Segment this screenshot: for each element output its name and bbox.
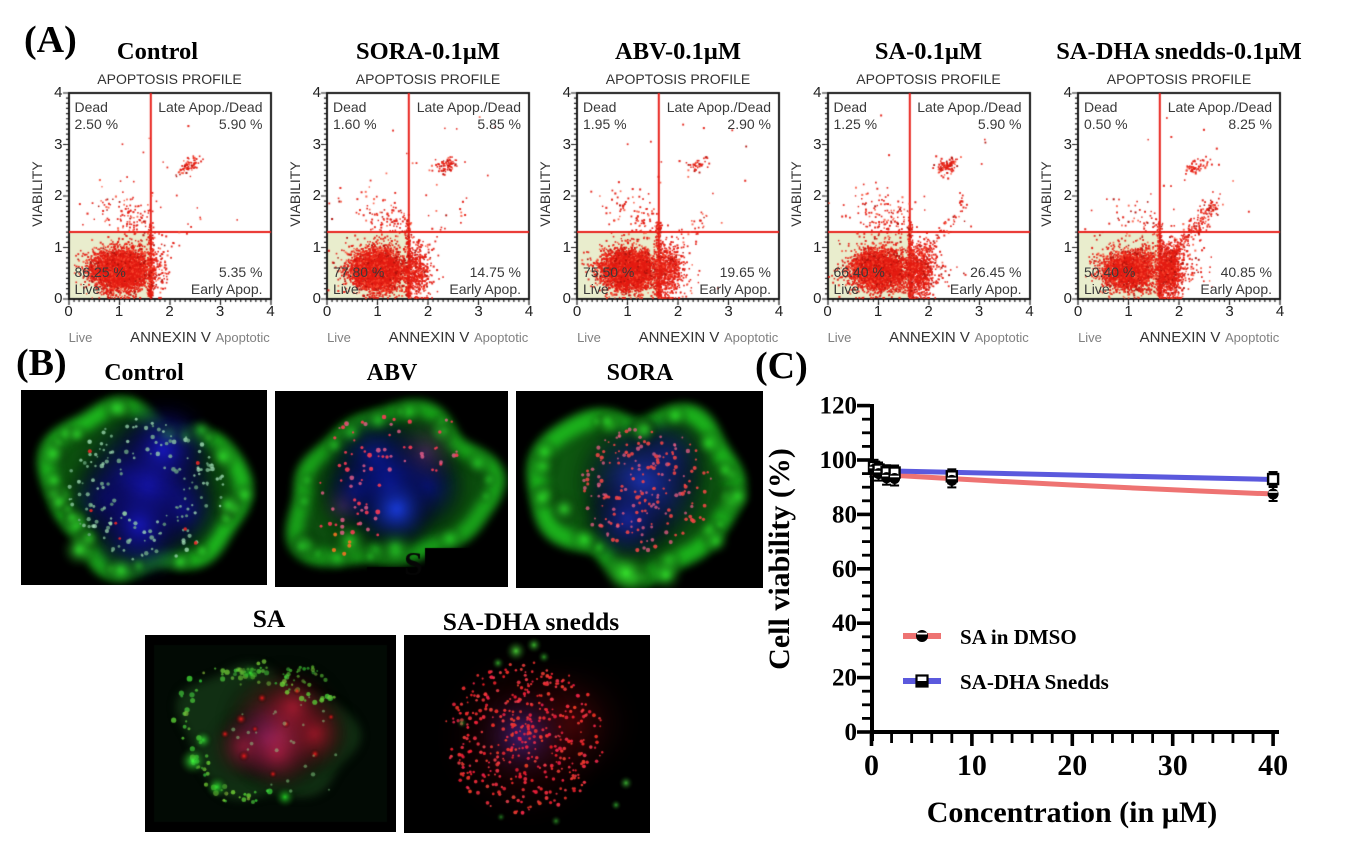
svg-text:120: 120 [820, 393, 858, 420]
svg-text:40: 40 [832, 610, 857, 637]
svg-text:20: 20 [832, 665, 857, 692]
svg-text:30: 30 [1158, 749, 1188, 782]
svg-text:Cell viability (%): Cell viability (%) [763, 448, 796, 670]
svg-text:40: 40 [1258, 749, 1288, 782]
svg-text:SA in DMSO: SA in DMSO [960, 625, 1077, 649]
svg-text:0: 0 [864, 749, 879, 782]
svg-text:10: 10 [957, 749, 987, 782]
svg-text:SA-DHA Snedds: SA-DHA Snedds [960, 670, 1109, 694]
svg-text:20: 20 [1057, 749, 1087, 782]
svg-text:100: 100 [820, 447, 858, 474]
svg-text:60: 60 [832, 556, 857, 583]
svg-text:0: 0 [845, 719, 858, 746]
svg-text:80: 80 [832, 501, 857, 528]
svg-text:Concentration (in µM): Concentration (in µM) [927, 796, 1218, 829]
